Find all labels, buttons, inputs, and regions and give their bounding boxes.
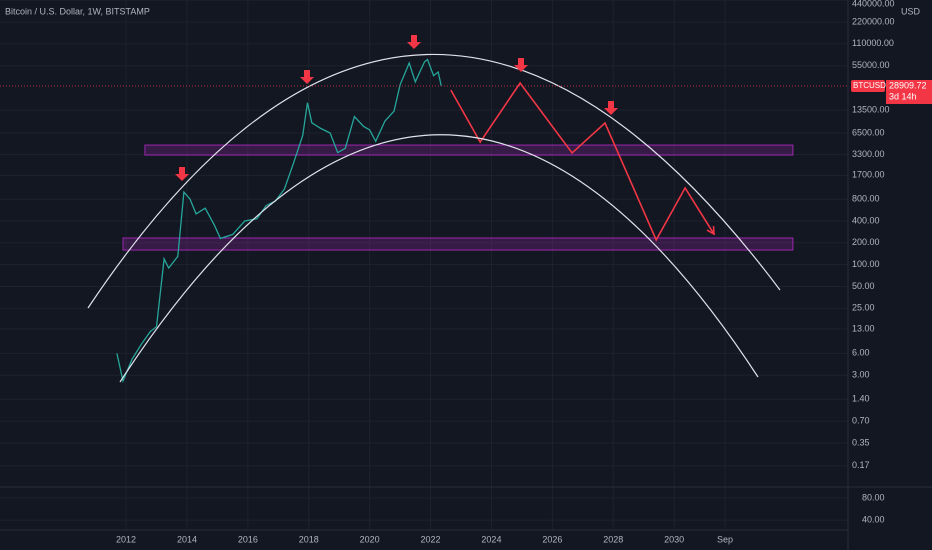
y-tick-label: 800.00	[852, 193, 880, 203]
y-tick-label: 6.00	[852, 348, 870, 358]
zone	[144, 144, 794, 156]
x-tick-label: 2020	[360, 534, 380, 544]
y-tick-label: 1.40	[852, 394, 870, 404]
x-tick-label: 2026	[542, 534, 562, 544]
symbol-tag	[851, 79, 885, 92]
y-tick-label: 220000.00	[852, 16, 895, 26]
y-tick-label: 3.00	[852, 370, 870, 380]
y-tick-label: 440000.00	[852, 0, 895, 8]
arrow	[407, 35, 421, 49]
projection-line	[450, 81, 715, 242]
y-tick-label: 13500.00	[852, 104, 890, 114]
grid	[0, 0, 848, 530]
projection-arrowhead	[706, 226, 715, 236]
y-tick-label: 0.70	[852, 415, 870, 425]
y-tick-label: 100.00	[852, 259, 880, 269]
symbol-label: BTCUSD	[853, 81, 886, 90]
y-tick-label: 0.35	[852, 437, 870, 447]
x-tick-label: 2012	[116, 534, 136, 544]
chart-title: Bitcoin / U.S. Dollar, 1W, BITSTAMP	[5, 6, 150, 16]
price-line	[116, 58, 442, 384]
arrow	[604, 101, 618, 115]
y-tick-label: 110000.00	[852, 38, 894, 48]
y-tick-label: 25.00	[852, 303, 875, 313]
x-tick-label: 2014	[177, 534, 197, 544]
y2-tick-label: 80.00	[862, 492, 885, 502]
x-tick-label: 2030	[664, 534, 684, 544]
price-tag	[886, 79, 932, 104]
x-tick-label: Sep	[717, 534, 733, 544]
y-tick-label: 200.00	[852, 237, 880, 247]
arrow	[175, 167, 189, 181]
y2-tick-label: 40.00	[862, 514, 885, 524]
y-tick-label: 6500.00	[852, 127, 885, 137]
y-unit: USD	[901, 6, 921, 16]
countdown-label: 3d 14h	[889, 91, 917, 101]
y-tick-label: 55000.00	[852, 60, 890, 70]
arrow	[300, 70, 314, 84]
zone	[122, 237, 794, 251]
inner-arc	[119, 134, 759, 383]
y-tick-label: 1700.00	[852, 170, 885, 180]
y-tick-label: 50.00	[852, 281, 875, 291]
x-tick-label: 2028	[603, 534, 623, 544]
arrows	[175, 35, 618, 181]
y-tick-label: 3300.00	[852, 149, 885, 159]
y-tick-label: 13.00	[852, 323, 875, 333]
x-tick-label: 2018	[299, 534, 319, 544]
arrow	[514, 58, 528, 72]
x-tick-label: 2024	[481, 534, 501, 544]
x-tick-label: 2022	[421, 534, 441, 544]
last-price-label: 28909.72	[889, 80, 927, 90]
outer-arc	[87, 53, 781, 309]
x-tick-label: 2016	[238, 534, 258, 544]
y-tick-label: 0.17	[852, 460, 870, 470]
y-tick-label: 400.00	[852, 215, 880, 225]
